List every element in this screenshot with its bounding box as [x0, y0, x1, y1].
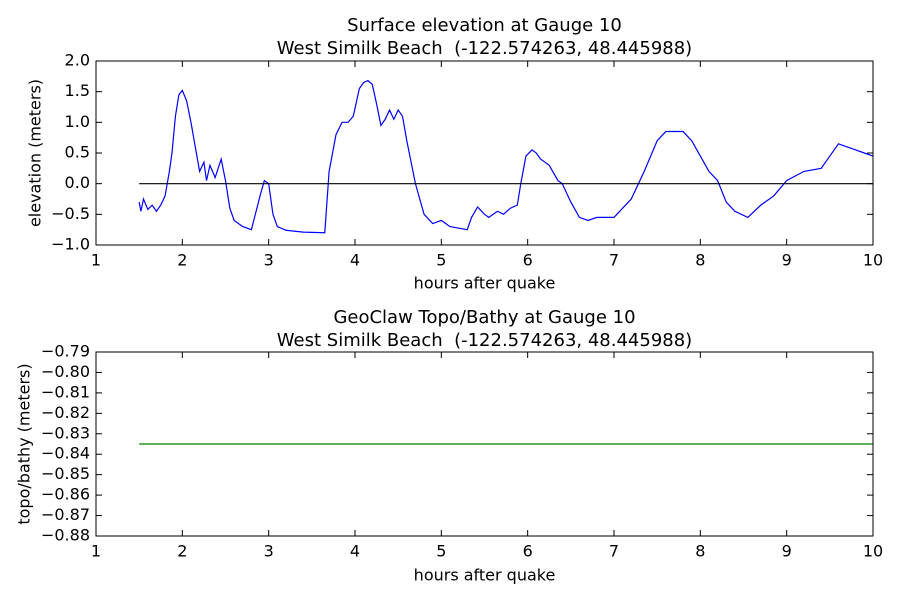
- y-tick-label: 2.0: [65, 51, 90, 70]
- x-tick-label: 10: [863, 542, 883, 561]
- x-tick-label: 9: [782, 542, 792, 561]
- y-tick-label: −0.81: [41, 382, 90, 401]
- y-tick-label: −0.88: [41, 526, 90, 545]
- axes-frame: [95, 351, 874, 537]
- x-tick-label: 3: [264, 251, 274, 270]
- y-tick-label: −0.85: [41, 464, 90, 483]
- y-tick-label: −0.84: [41, 444, 90, 463]
- y-tick-label: −0.86: [41, 485, 90, 504]
- y-tick-label: 1.0: [65, 112, 90, 131]
- x-tick-label: 6: [523, 542, 533, 561]
- x-tick-label: 1: [91, 251, 101, 270]
- x-axis-label: hours after quake: [414, 274, 556, 293]
- chart-title: GeoClaw Topo/Bathy at Gauge 10: [333, 307, 635, 328]
- y-tick-label: −0.87: [41, 505, 90, 524]
- y-tick-label: −0.83: [41, 423, 90, 442]
- y-tick-label: 0.5: [65, 143, 90, 162]
- chart-title: Surface elevation at Gauge 10: [347, 15, 622, 36]
- y-tick-label: −1.0: [51, 235, 90, 254]
- x-tick-label: 8: [695, 542, 705, 561]
- y-tick-label: 1.5: [65, 81, 90, 100]
- x-tick-label: 7: [609, 542, 619, 561]
- y-axis-label: elevation (meters): [26, 79, 45, 227]
- x-axis-label: hours after quake: [414, 566, 556, 585]
- chart-subtitle: West Similk Beach (-122.574263, 48.44598…: [277, 38, 692, 59]
- x-tick-label: 3: [264, 542, 274, 561]
- y-tick-label: −0.5: [51, 204, 90, 223]
- x-tick-label: 4: [350, 251, 360, 270]
- x-tick-label: 7: [609, 251, 619, 270]
- data-line: [138, 79, 874, 234]
- x-tick-label: 6: [523, 251, 533, 270]
- y-tick-label: −0.79: [41, 342, 90, 361]
- x-tick-label: 5: [436, 251, 446, 270]
- x-tick-label: 8: [695, 251, 705, 270]
- x-tick-label: 1: [91, 542, 101, 561]
- x-tick-label: 2: [177, 542, 187, 561]
- axes-frame: [95, 60, 874, 246]
- x-tick-label: 5: [436, 542, 446, 561]
- x-tick-label: 10: [863, 251, 883, 270]
- x-tick-label: 9: [782, 251, 792, 270]
- x-tick-label: 2: [177, 251, 187, 270]
- y-tick-label: 0.0: [65, 173, 90, 192]
- chart-subtitle: West Similk Beach (-122.574263, 48.44598…: [277, 330, 692, 351]
- y-tick-label: −0.82: [41, 403, 90, 422]
- y-tick-label: −0.80: [41, 362, 90, 381]
- y-axis-label: topo/bathy (meters): [15, 363, 34, 524]
- x-tick-label: 4: [350, 542, 360, 561]
